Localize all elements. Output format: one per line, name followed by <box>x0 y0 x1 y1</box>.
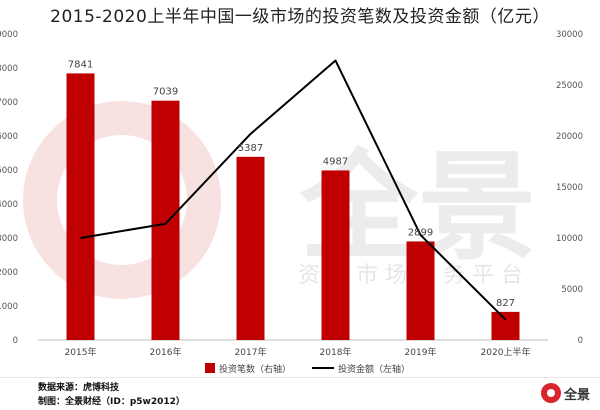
y-left-tick-label: 1000 <box>0 302 18 312</box>
legend-swatch-bar <box>205 363 215 373</box>
bar <box>66 73 95 340</box>
y-right-tick-label: 10000 <box>556 234 583 244</box>
y-left-tick-label: 4000 <box>0 200 18 210</box>
legend: 投资笔数（右轴） 投资金额（左轴） <box>205 363 410 375</box>
x-tick-label: 2017年 <box>235 346 267 358</box>
y-left-tick-label: 9000 <box>0 30 18 40</box>
watermark-ring <box>23 101 221 299</box>
chart-maker-note: 制图：全景财经（ID：p5w2012） <box>38 397 185 407</box>
x-tick-label: 2016年 <box>150 346 182 358</box>
footer-divider <box>0 377 600 378</box>
legend-label-bar: 投资笔数（右轴） <box>219 363 291 375</box>
line-investment-amount <box>80 59 507 321</box>
bar <box>236 156 265 340</box>
line-series <box>80 59 507 321</box>
y-left-tick-label: 7000 <box>0 98 18 108</box>
x-tick-label: 2015年 <box>65 346 97 358</box>
data-source-note: 数据来源：虎博科技 <box>38 383 120 393</box>
x-tick-label: 2019年 <box>405 346 437 358</box>
bars <box>66 73 520 340</box>
brand-logo: 全景 <box>540 383 590 403</box>
y-left-tick-label: 8000 <box>0 64 18 74</box>
y-right-tick-label: 0 <box>578 336 583 346</box>
bar <box>491 311 520 340</box>
page-title: 2015-2020上半年中国一级市场的投资笔数及投资金额（亿元） <box>50 7 550 27</box>
bar <box>321 170 350 340</box>
data-label: 2899 <box>408 227 433 238</box>
legend-label-line: 投资金额（左轴） <box>338 363 410 375</box>
y-right-tick-label: 30000 <box>556 30 583 40</box>
axes: 0 1000 2000 3000 4000 5000 6000 7000 8000 9000 0 50… <box>0 30 583 358</box>
y-right-tick-label: 25000 <box>556 81 583 91</box>
data-label: 4987 <box>323 156 348 167</box>
data-label: 827 <box>496 298 515 309</box>
y-right-tick-label: 20000 <box>556 132 583 142</box>
bar <box>406 241 435 340</box>
watermark: 全景资 本 市 场 服 务 平 台 <box>23 101 536 299</box>
data-label: 5387 <box>238 143 263 154</box>
y-right-tick-label: 5000 <box>561 285 583 295</box>
x-tick-label: 2020上半年 <box>481 346 531 358</box>
y-left-tick-label: 5000 <box>0 166 18 176</box>
bar <box>151 100 180 340</box>
y-right-tick-label: 15000 <box>556 183 583 193</box>
brand-name: 全景 <box>563 387 590 403</box>
brand-mark-icon <box>540 383 561 403</box>
y-left-tick-label: 6000 <box>0 132 18 142</box>
y-left-tick-label: 3000 <box>0 234 18 244</box>
data-labels: 7841 7039 5387 4987 2899 827 <box>68 59 515 308</box>
data-label: 7841 <box>68 59 93 70</box>
data-label: 7039 <box>153 87 178 98</box>
y-left-tick-label: 2000 <box>0 268 18 278</box>
x-tick-label: 2018年 <box>320 346 352 358</box>
y-left-tick-label: 0 <box>13 336 18 346</box>
